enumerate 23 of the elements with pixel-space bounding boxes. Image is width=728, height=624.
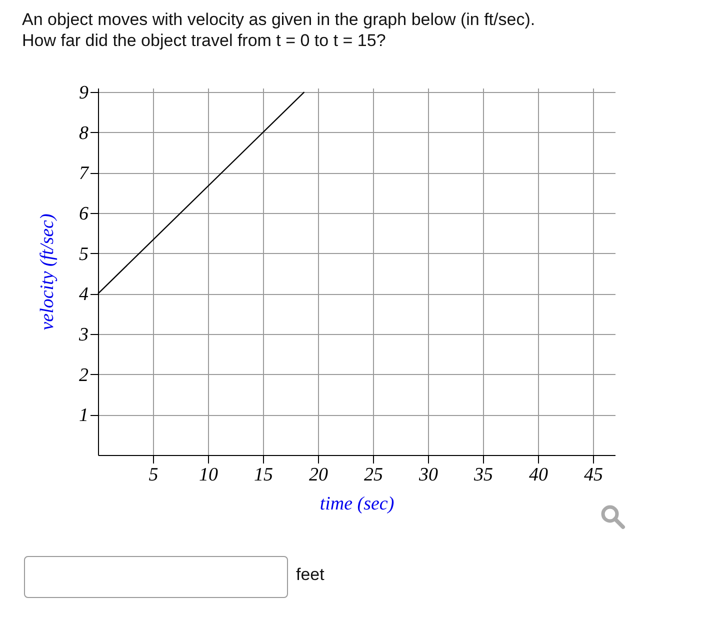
y-tick-label: 9 <box>79 82 89 104</box>
y-tick-label: 4 <box>79 284 89 306</box>
y-tick-label: 3 <box>78 324 88 346</box>
x-tick-label: 5 <box>148 464 158 486</box>
x-tick-label: 35 <box>473 464 493 486</box>
x-tick-label: 15 <box>254 464 273 486</box>
chart-title: An object moves with velocity as given in the graph below (in ft/sec). <box>22 9 536 30</box>
x-tick-label: 30 <box>418 464 438 486</box>
x-tick-label: 20 <box>309 464 328 486</box>
x-tick-label: 10 <box>199 464 218 486</box>
y-tick-label: 5 <box>79 244 88 265</box>
x-tick-label: 25 <box>364 464 383 486</box>
y-tick-label: 7 <box>79 163 90 184</box>
chart-subtitle: How far did the object travel from t = 0 to t = 15? <box>22 30 387 51</box>
y-tick-label: 6 <box>79 204 89 225</box>
text: feet <box>296 565 324 585</box>
x-tick-label: 40 <box>529 464 548 486</box>
y-axis-title: velocity (ft/sec) <box>37 214 58 330</box>
x-axis-title: time (sec) <box>320 494 394 514</box>
y-tick-label: 2 <box>79 364 89 386</box>
y-tick-label: 1 <box>79 405 88 426</box>
y-tick-label: 8 <box>79 122 89 144</box>
x-tick-label: 45 <box>584 464 603 486</box>
